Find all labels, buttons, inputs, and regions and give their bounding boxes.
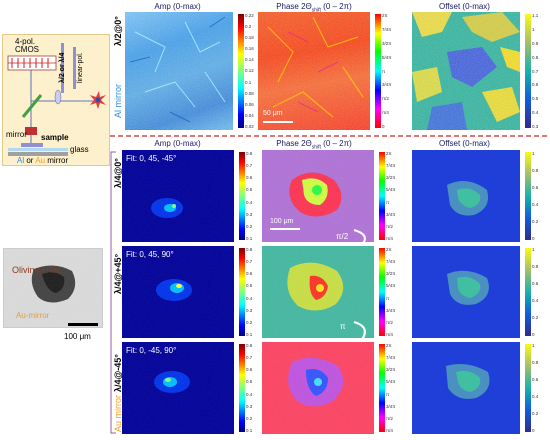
top-amp-map bbox=[125, 12, 233, 130]
photo-scale-bar bbox=[68, 323, 98, 326]
row2-offset-map bbox=[412, 246, 520, 338]
photo-scale-label: 100 μm bbox=[64, 332, 91, 341]
top-scale-bar bbox=[263, 121, 293, 123]
bottom-amp-title: Amp (0-max) bbox=[154, 139, 201, 148]
top-phase-colorbar bbox=[375, 14, 381, 128]
row3-offset-ticks: 1 0.8 0.6 0.4 0.2 0 bbox=[532, 343, 539, 433]
olivine-label: Olivine HTA bbox=[12, 265, 60, 275]
top-offset-map bbox=[412, 12, 520, 130]
section-divider bbox=[110, 135, 550, 137]
top-phase-ticks: 2π 7/4π 3/2π 5/4π π 3/4π π/2 π/4 0 bbox=[382, 13, 392, 129]
row2-fit-label: Fit: 0, 45, 90° bbox=[126, 250, 174, 259]
au-mirror-bracket bbox=[110, 151, 116, 434]
top-row-label: λ/2@0° bbox=[113, 16, 123, 46]
top-amp-title: Amp (0-max) bbox=[154, 2, 201, 11]
sample-photo: Olivine HTA Au-mirror bbox=[3, 248, 103, 328]
mirror-base-label: Al or Au mirror bbox=[17, 156, 69, 165]
row3-offset-map bbox=[412, 342, 520, 434]
row3-amp-ticks: 0.8 0.7 0.6 0.5 0.4 0.3 0.2 0.1 bbox=[246, 343, 253, 433]
row1-amp-map: Fit: 0, 45, -45° bbox=[122, 150, 234, 242]
waveplate-label: λ/2 or λ/4 bbox=[59, 52, 66, 83]
row1-offset-colorbar bbox=[525, 152, 531, 240]
row2-phase-ticks: 2π 7/4π 3/2π 5/4π π 3/4π π/2 π/4 bbox=[386, 247, 396, 337]
row3-fit-label: Fit: 0, -45, 90° bbox=[126, 346, 177, 355]
phase-arrow-label-1: π/2 bbox=[336, 232, 349, 241]
row1-phase-colorbar bbox=[379, 152, 385, 240]
row3-phase-ticks: 2π 7/4π 3/2π 5/4π π 3/4π π/2 π/4 bbox=[386, 343, 396, 433]
row2-phase-colorbar bbox=[379, 248, 385, 336]
cmos-label: 4-pol. CMOS bbox=[15, 37, 39, 54]
bottom-scale-bar-label: 100 μm bbox=[270, 218, 294, 225]
sample-label: sample bbox=[41, 133, 69, 142]
bottom-scale-bar bbox=[270, 228, 300, 230]
row3-amp-map: Fit: 0, -45, 90° bbox=[122, 342, 234, 434]
glass-label: glass bbox=[70, 145, 89, 154]
row2-amp-colorbar bbox=[239, 248, 245, 336]
top-amp-colorbar bbox=[238, 14, 244, 128]
row3-amp-colorbar bbox=[239, 344, 245, 432]
top-phase-map: 50 μm bbox=[258, 12, 370, 130]
row1-amp-ticks: 0.8 0.7 0.6 0.5 0.4 0.3 0.2 0.1 bbox=[246, 151, 253, 241]
bottom-phase-title: Phase 2Θshift (0 – 2π) bbox=[276, 139, 352, 151]
row3-phase-map bbox=[262, 342, 374, 434]
au-mirror-photo-label: Au-mirror bbox=[16, 311, 50, 320]
top-offset-title: Offset (0-max) bbox=[439, 2, 490, 11]
top-scale-bar-label: 50 μm bbox=[263, 110, 283, 117]
top-offset-colorbar bbox=[525, 14, 531, 128]
row1-fit-label: Fit: 0, 45, -45° bbox=[126, 154, 177, 163]
row3-phase-colorbar bbox=[379, 344, 385, 432]
al-mirror-label: Al mirror bbox=[113, 84, 123, 118]
row1-phase-map: 100 μm bbox=[262, 150, 374, 242]
row3-offset-colorbar bbox=[525, 344, 531, 432]
phase-arrow-label-2: π bbox=[340, 322, 346, 331]
row2-offset-colorbar bbox=[525, 248, 531, 336]
top-phase-title: Phase 2Θshift (0 – 2π) bbox=[276, 2, 352, 14]
row2-amp-ticks: 0.8 0.7 0.6 0.5 0.4 0.3 0.2 0.1 bbox=[246, 247, 253, 337]
top-offset-ticks: 1.1 1 0.9 0.8 0.7 0.6 0.5 0.4 0.3 bbox=[532, 13, 539, 129]
row1-phase-ticks: 2π 7/4π 3/2π 5/4π π 3/4π π/2 π/4 bbox=[386, 151, 396, 241]
row1-offset-map bbox=[412, 150, 520, 242]
row1-offset-ticks: 1 0.8 0.6 0.4 0.2 0 bbox=[532, 151, 539, 241]
setup-schematic: 4-pol. CMOS λ/2 or λ/4 linear-pol. mirro… bbox=[2, 34, 110, 166]
row2-offset-ticks: 1 0.8 0.6 0.4 0.2 0 bbox=[532, 247, 539, 337]
bottom-offset-title: Offset (0-max) bbox=[439, 139, 490, 148]
polarizer-label: linear-pol. bbox=[77, 52, 84, 83]
row1-amp-colorbar bbox=[239, 152, 245, 240]
top-amp-ticks: 0.22 0.2 0.18 0.16 0.14 0.12 0.1 0.08 0.06 0.04 0.… bbox=[245, 13, 254, 129]
mirror-label: mirror bbox=[6, 130, 27, 139]
row2-amp-map: Fit: 0, 45, 90° bbox=[122, 246, 234, 338]
